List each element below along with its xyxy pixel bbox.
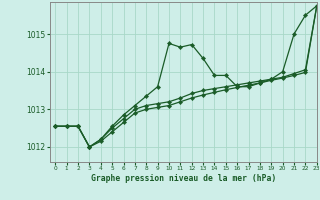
X-axis label: Graphe pression niveau de la mer (hPa): Graphe pression niveau de la mer (hPa): [91, 174, 276, 183]
